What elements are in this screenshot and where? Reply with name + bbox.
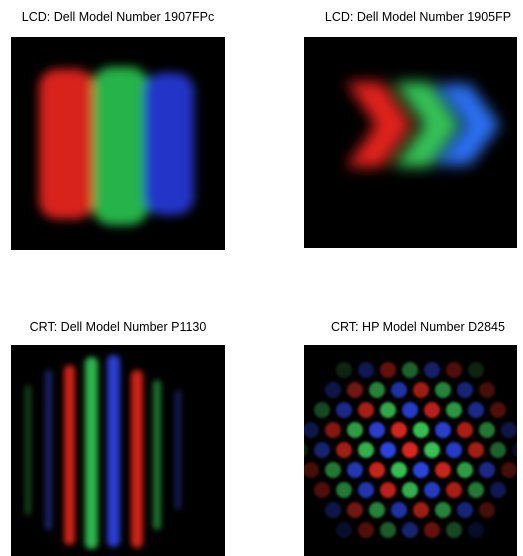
dot <box>446 522 462 538</box>
dot <box>446 402 462 418</box>
dot <box>468 402 484 418</box>
dot <box>490 442 506 458</box>
dot <box>358 482 374 498</box>
dot <box>314 402 330 418</box>
dot <box>413 382 429 398</box>
dot <box>457 502 473 518</box>
dot <box>325 462 341 478</box>
shape <box>144 73 194 215</box>
dot <box>391 422 407 438</box>
dot <box>479 462 495 478</box>
dot <box>413 462 429 478</box>
photo <box>304 37 517 248</box>
dot <box>358 362 374 378</box>
dot <box>347 502 363 518</box>
dot <box>358 442 374 458</box>
dot <box>468 522 484 538</box>
dot <box>402 402 418 418</box>
dot <box>424 522 440 538</box>
dot <box>325 502 341 518</box>
shape <box>64 365 75 545</box>
dot <box>380 402 396 418</box>
dot <box>391 462 407 478</box>
dot <box>424 402 440 418</box>
dot <box>424 482 440 498</box>
dot <box>424 442 440 458</box>
dot <box>369 502 385 518</box>
dot <box>358 402 374 418</box>
dot <box>413 502 429 518</box>
caption: LCD: Dell Model Number 1905FP <box>288 10 523 24</box>
dot <box>490 482 506 498</box>
dot <box>347 422 363 438</box>
shape <box>153 380 161 530</box>
dot <box>336 402 352 418</box>
dot <box>314 482 330 498</box>
dot <box>402 442 418 458</box>
dot <box>369 462 385 478</box>
dot <box>347 462 363 478</box>
shape <box>131 370 143 548</box>
dot <box>336 362 352 378</box>
dot <box>446 442 462 458</box>
dot <box>380 482 396 498</box>
dot <box>479 502 495 518</box>
caption: CRT: Dell Model Number P1130 <box>0 320 248 334</box>
dot <box>490 402 506 418</box>
dot <box>402 482 418 498</box>
dot <box>468 442 484 458</box>
dot <box>402 522 418 538</box>
dot <box>380 522 396 538</box>
dot <box>325 422 341 438</box>
dot <box>358 522 374 538</box>
shape <box>45 370 52 530</box>
dot <box>314 442 330 458</box>
caption: CRT: HP Model Number D2845 <box>288 320 523 334</box>
shape <box>107 355 120 547</box>
dot <box>457 462 473 478</box>
dot <box>435 502 451 518</box>
shape <box>39 69 94 219</box>
dot <box>457 422 473 438</box>
dot <box>380 362 396 378</box>
photo <box>304 345 517 556</box>
dot <box>424 362 440 378</box>
photo <box>11 345 225 556</box>
dot <box>501 462 517 478</box>
shape <box>175 390 181 510</box>
page: {"panels": [ {"caption": "LCD: Dell Mode… <box>0 0 523 556</box>
dot <box>347 382 363 398</box>
dot <box>325 382 341 398</box>
dot <box>391 502 407 518</box>
dot <box>336 482 352 498</box>
dot <box>402 362 418 378</box>
dot <box>501 422 517 438</box>
dot <box>369 422 385 438</box>
dot <box>457 382 473 398</box>
dot <box>336 522 352 538</box>
dot <box>468 482 484 498</box>
dot <box>468 362 484 378</box>
dot <box>435 462 451 478</box>
dot <box>479 382 495 398</box>
dot <box>435 382 451 398</box>
dot <box>446 362 462 378</box>
dot <box>380 442 396 458</box>
shape <box>93 67 148 225</box>
shape <box>25 385 31 515</box>
photo <box>11 37 225 250</box>
dot <box>435 422 451 438</box>
dot <box>336 442 352 458</box>
subpixels <box>39 67 194 225</box>
dot <box>369 382 385 398</box>
caption: LCD: Dell Model Number 1907FPc <box>0 10 248 24</box>
shape <box>85 357 98 549</box>
dot <box>391 382 407 398</box>
dot <box>413 422 429 438</box>
dot <box>479 422 495 438</box>
dot <box>446 482 462 498</box>
